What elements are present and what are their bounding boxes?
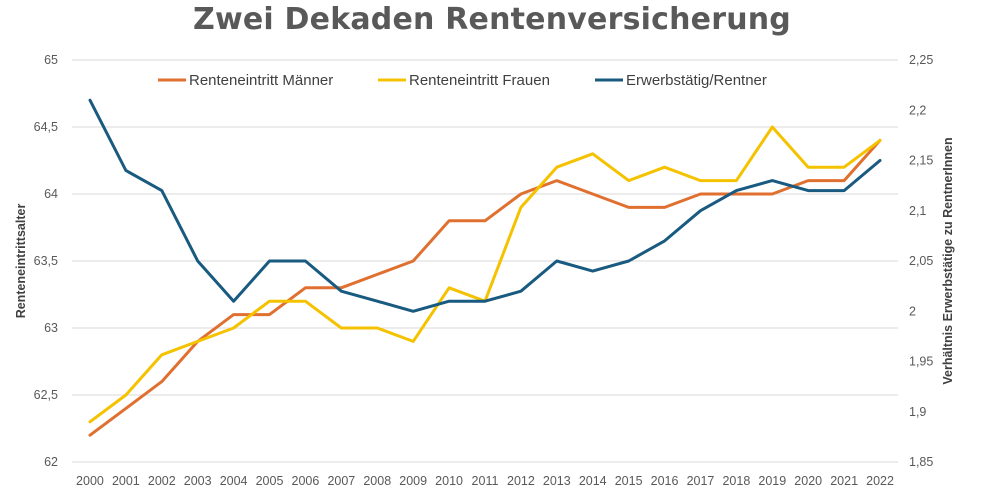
x-tick-label: 2000 bbox=[76, 474, 104, 488]
series-lines bbox=[88, 98, 882, 437]
left-tick-label: 65 bbox=[44, 53, 58, 67]
x-tick-label: 2022 bbox=[866, 474, 894, 488]
x-tick-label: 2021 bbox=[830, 474, 858, 488]
x-tick-label: 2004 bbox=[220, 474, 248, 488]
x-tick-label: 2003 bbox=[184, 474, 212, 488]
left-tick-label: 64 bbox=[44, 187, 58, 201]
x-tick-label: 2016 bbox=[651, 474, 679, 488]
x-tick-label: 2010 bbox=[435, 474, 463, 488]
right-tick-label: 2,25 bbox=[909, 53, 933, 67]
chart-title: Zwei Dekaden Rentenversicherung bbox=[193, 2, 791, 37]
left-tick-label: 62 bbox=[44, 455, 58, 469]
left-tick-label: 62,5 bbox=[34, 388, 58, 402]
legend-item: Renteneintritt Männer bbox=[158, 72, 333, 89]
right-tick-label: 1,95 bbox=[909, 355, 933, 369]
right-tick-label: 2,1 bbox=[909, 204, 926, 218]
right-tick-label: 2,05 bbox=[909, 254, 933, 268]
right-axis-title: Verhältnis Erwerbstätige zu RentnerInnen bbox=[941, 137, 955, 384]
left-axis-title: Renteneintrittsalter bbox=[14, 204, 28, 319]
right-tick-label: 2 bbox=[909, 304, 916, 318]
right-tick-label: 2,2 bbox=[909, 103, 926, 117]
series-line bbox=[88, 138, 882, 437]
x-axis-ticks: 2000 2001 2002 2003 2004 2005 2006 2007 2008 2009… bbox=[76, 474, 894, 488]
x-tick-label: 2018 bbox=[722, 474, 750, 488]
x-tick-label: 2009 bbox=[399, 474, 427, 488]
left-tick-label: 63,5 bbox=[34, 254, 58, 268]
left-axis-ticks: 62 62,5 63 63,5 64 64,5 65 bbox=[34, 53, 58, 469]
x-tick-label: 2006 bbox=[292, 474, 320, 488]
right-tick-label: 2,15 bbox=[909, 154, 933, 168]
series-line bbox=[88, 98, 882, 313]
legend-label: Erwerbstätig/Rentner bbox=[626, 72, 767, 89]
legend-item: Renteneintritt Frauen bbox=[378, 72, 550, 89]
legend: Renteneintritt Männer Renteneintritt Frau… bbox=[158, 72, 767, 89]
x-tick-label: 2007 bbox=[327, 474, 355, 488]
x-tick-label: 2013 bbox=[543, 474, 571, 488]
x-tick-label: 2012 bbox=[507, 474, 535, 488]
right-axis-ticks: 1,85 1,9 1,95 2 2,05 2,1 2,15 2,2 2,25 bbox=[909, 53, 933, 469]
x-tick-label: 2019 bbox=[758, 474, 786, 488]
x-tick-label: 2014 bbox=[579, 474, 607, 488]
x-tick-label: 2020 bbox=[794, 474, 822, 488]
right-tick-label: 1,85 bbox=[909, 455, 933, 469]
legend-item: Erwerbstätig/Rentner bbox=[595, 72, 767, 89]
left-tick-label: 64,5 bbox=[34, 120, 58, 134]
left-tick-label: 63 bbox=[44, 321, 58, 335]
x-tick-label: 2015 bbox=[615, 474, 643, 488]
x-tick-label: 2001 bbox=[112, 474, 140, 488]
gridlines bbox=[72, 59, 898, 463]
x-tick-label: 2005 bbox=[256, 474, 284, 488]
x-tick-label: 2002 bbox=[148, 474, 176, 488]
x-tick-label: 2011 bbox=[472, 474, 499, 488]
legend-label: Renteneintritt Männer bbox=[189, 72, 333, 89]
x-tick-label: 2017 bbox=[687, 474, 715, 488]
x-tick-label: 2008 bbox=[363, 474, 391, 488]
legend-label: Renteneintritt Frauen bbox=[409, 72, 550, 89]
right-tick-label: 1,9 bbox=[909, 405, 926, 419]
